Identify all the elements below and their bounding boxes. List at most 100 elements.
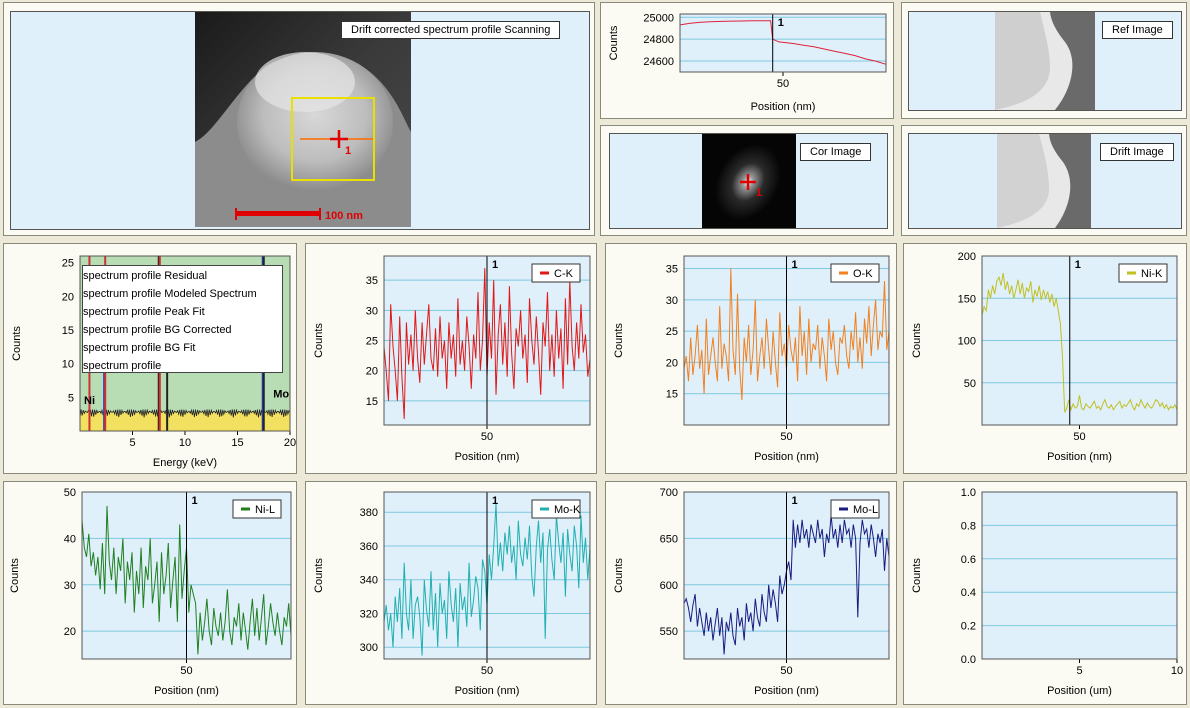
legend-box	[830, 499, 880, 519]
x-tick-label: 15	[231, 437, 243, 449]
y-tick-label: 360	[360, 541, 378, 553]
legend-label: O-K	[853, 268, 873, 280]
ref-image-label: Ref Image	[1102, 21, 1173, 39]
y-tick-label: 30	[64, 580, 76, 592]
counts-chart[interactable]: 24600 24800 25000 50 Position (nm) Counts 1	[601, 3, 895, 120]
y-tick-label: 150	[958, 293, 976, 305]
scalebar-label: 100 nm	[325, 210, 363, 222]
y-tick-label: 380	[360, 507, 378, 519]
plot-border	[383, 255, 591, 426]
y-tick-label: 0.0	[961, 654, 976, 666]
series-line	[679, 20, 887, 65]
mok-chart-panel: 300 320 340 360 380 50 Position (nm) Counts 1 Mo-…	[305, 481, 597, 705]
legend-menu-item[interactable]: spectrum profile Modeled Spectrum	[83, 288, 257, 300]
y-tick-label: 340	[360, 575, 378, 587]
y-axis-label: Counts	[313, 323, 325, 358]
plot-border	[981, 491, 1178, 660]
plot-border	[679, 13, 887, 73]
legend-menu-item[interactable]: spectrum profile Residual	[83, 270, 208, 282]
empty-chart[interactable]: 0.0 0.2 0.4 0.6 0.8 1.0 5 10 Position (um) Counts	[904, 482, 1188, 706]
legend-menu-item[interactable]: spectrum profile BG Corrected	[83, 324, 232, 336]
scan-image[interactable]: 1 100 nm	[195, 12, 411, 228]
ok-chart-panel: 15 20 25 30 35 50 Position (nm) Counts 1 O-K	[605, 243, 897, 474]
legend-label: Ni-K	[1141, 268, 1163, 280]
y-tick-label: 20	[666, 357, 678, 369]
y-tick-label: 300	[360, 642, 378, 654]
y-tick-label: 24800	[643, 34, 674, 46]
position-marker-label: 1	[792, 495, 798, 507]
x-tick-label: 50	[780, 665, 792, 677]
y-tick-label: 1.0	[961, 487, 976, 499]
y-tick-label: 25	[62, 258, 74, 270]
y-tick-label: 35	[366, 275, 378, 287]
y-tick-label: 50	[64, 487, 76, 499]
ref-image[interactable]	[995, 12, 1095, 110]
y-axis-label: Counts	[9, 558, 21, 593]
ref-image-panel: Ref Image	[901, 2, 1187, 119]
plot-border	[81, 491, 292, 660]
y-tick-label: 30	[366, 305, 378, 317]
x-tick-label: 10	[1171, 665, 1183, 677]
y-tick-label: 24600	[643, 56, 674, 68]
legend-menu[interactable]: spectrum profile Residual spectrum profi…	[82, 265, 283, 373]
ck-chart-panel: 15 20 25 30 35 50 Position (nm) Counts 1 C-K	[305, 243, 597, 474]
x-tick-label: 5	[1076, 665, 1082, 677]
nil-chart[interactable]: 20 30 40 50 50 Position (nm) Counts 1 Ni-L	[4, 482, 298, 706]
y-axis-label: Counts	[911, 323, 923, 358]
legend-box	[1118, 263, 1168, 283]
cor-image-label: Cor Image	[800, 143, 872, 161]
position-marker-label: 1	[778, 17, 784, 29]
y-tick-label: 25	[366, 336, 378, 348]
y-tick-label: 15	[366, 396, 378, 408]
y-tick-label: 320	[360, 608, 378, 620]
y-tick-label: 0.6	[961, 554, 976, 566]
scan-marker-label: 1	[345, 145, 351, 157]
mok-chart[interactable]: 300 320 340 360 380 50 Position (nm) Counts 1 Mo-…	[306, 482, 598, 706]
spectrum-line	[79, 408, 291, 418]
x-axis-label: Position (um)	[1047, 685, 1112, 697]
y-tick-label: 50	[964, 378, 976, 390]
legend-menu-item[interactable]: spectrum profile BG Fit	[83, 342, 196, 354]
cor-image-frame: 1 Cor Image	[609, 133, 888, 229]
y-tick-label: 30	[666, 295, 678, 307]
plot-border	[981, 255, 1178, 426]
x-axis-label: Position (nm)	[455, 685, 520, 697]
cor-image[interactable]: 1	[702, 134, 796, 228]
drift-image[interactable]	[997, 134, 1091, 228]
y-tick-label: 25	[666, 326, 678, 338]
mol-chart[interactable]: 550 600 650 700 50 Position (nm) Counts 1 Mo-L	[606, 482, 898, 706]
y-tick-label: 20	[64, 626, 76, 638]
x-tick-label: 50	[481, 431, 493, 443]
peak-label: Ni	[84, 395, 95, 407]
empty-chart-panel: 0.0 0.2 0.4 0.6 0.8 1.0 5 10 Position (um) Counts	[903, 481, 1187, 705]
y-tick-label: 600	[660, 580, 678, 592]
drift-image-frame: Drift Image	[908, 133, 1182, 229]
position-marker-label: 1	[492, 259, 498, 271]
drift-image-label: Drift Image	[1100, 143, 1174, 161]
y-tick-label: 0.4	[961, 587, 976, 599]
y-axis-label: Counts	[11, 326, 23, 361]
legend-label: Mo-L	[853, 504, 878, 516]
nik-chart[interactable]: 50 100 150 200 50 Position (nm) Counts 1 Ni-K	[904, 244, 1188, 475]
ok-chart[interactable]: 15 20 25 30 35 50 Position (nm) Counts 1 O-K	[606, 244, 898, 475]
scan-image-panel: 1 100 nm Drift corrected spectrum profil…	[3, 2, 595, 236]
y-axis-label: Counts	[911, 558, 923, 593]
y-axis-label: Counts	[613, 558, 625, 593]
y-tick-label: 650	[660, 533, 678, 545]
y-tick-label: 0.8	[961, 520, 976, 532]
nik-chart-panel: 50 100 150 200 50 Position (nm) Counts 1 Ni-K	[903, 243, 1187, 474]
x-axis-label: Position (nm)	[1047, 451, 1112, 463]
series-line	[981, 272, 1178, 413]
ck-chart[interactable]: 15 20 25 30 35 50 Position (nm) Counts 1 C-K	[306, 244, 598, 475]
legend-menu-item[interactable]: spectrum profile Peak Fit	[83, 306, 205, 318]
peak-label: Mo	[273, 388, 289, 400]
legend-menu-item[interactable]: spectrum profile	[83, 360, 162, 372]
y-tick-label: 550	[660, 626, 678, 638]
x-tick-label: 5	[129, 437, 135, 449]
mol-chart-panel: 550 600 650 700 50 Position (nm) Counts 1 Mo-L	[605, 481, 897, 705]
plot-border	[79, 255, 291, 432]
legend-box	[232, 499, 282, 519]
plot-border	[383, 491, 591, 660]
y-tick-label: 15	[62, 325, 74, 337]
